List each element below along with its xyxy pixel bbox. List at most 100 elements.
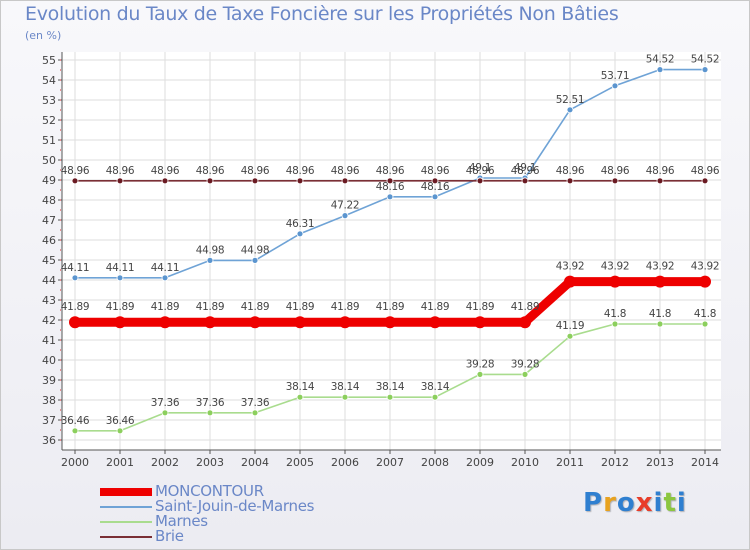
x-tick-label-2008: 2008 (421, 456, 449, 469)
data-label-marnes-2008: 38.14 (421, 381, 450, 393)
data-label-brie-2009: 48.96 (466, 165, 495, 177)
data-label-moncontour-2005: 41.89 (286, 301, 315, 313)
x-tick-label-2000: 2000 (61, 456, 89, 469)
data-point-moncontour-2013 (654, 275, 666, 288)
y-tick-label-37: 37 (42, 414, 56, 427)
data-point-brie-2004 (251, 177, 259, 185)
data-label-moncontour-2014: 43.92 (691, 261, 720, 273)
data-label-saint-jouin-de-marnes-2008: 48.16 (421, 181, 450, 193)
data-label-brie-2011: 48.96 (556, 165, 585, 177)
x-tick-label-2009: 2009 (466, 456, 494, 469)
data-point-brie-2009 (476, 177, 484, 185)
data-label-moncontour-2006: 41.89 (331, 301, 360, 313)
legend-swatch (100, 521, 152, 523)
data-label-marnes-2005: 38.14 (286, 381, 315, 393)
data-point-saint-jouin-de-marnes-2012 (611, 82, 619, 90)
data-point-moncontour-2008 (429, 316, 441, 329)
legend-label: Saint-Jouin-de-Marnes (155, 497, 315, 515)
y-tick-label-42: 42 (42, 314, 56, 327)
data-point-brie-2014 (701, 177, 709, 185)
data-point-marnes-2007 (386, 393, 394, 401)
y-tick-label-49: 49 (42, 174, 56, 187)
data-point-brie-2006 (341, 177, 349, 185)
data-point-moncontour-2004 (249, 316, 261, 329)
data-point-moncontour-2009 (474, 316, 486, 329)
data-point-saint-jouin-de-marnes-2013 (656, 66, 664, 73)
data-label-brie-2010: 48.96 (511, 165, 540, 177)
legend-label: MONCONTOUR (155, 482, 264, 500)
logo-letter: i (676, 488, 687, 518)
data-point-moncontour-2005 (294, 316, 306, 329)
logo-letter: x (635, 488, 654, 518)
data-label-saint-jouin-de-marnes-2002: 44.11 (151, 262, 180, 274)
data-label-moncontour-2012: 43.92 (601, 261, 630, 273)
x-tick-label-2012: 2012 (601, 456, 629, 469)
data-point-moncontour-2000 (69, 316, 81, 329)
data-label-moncontour-2013: 43.92 (646, 261, 675, 273)
data-point-moncontour-2003 (204, 316, 216, 329)
data-label-marnes-2014: 41.8 (694, 308, 716, 320)
data-point-brie-2013 (656, 177, 664, 185)
data-label-marnes-2010: 39.28 (511, 358, 540, 370)
data-label-moncontour-2007: 41.89 (376, 301, 405, 313)
y-tick-label-55: 55 (42, 54, 56, 67)
y-tick-label-54: 54 (42, 74, 56, 87)
y-tick-label-43: 43 (42, 294, 56, 307)
x-tick-label-2013: 2013 (646, 456, 674, 469)
data-label-brie-2005: 48.96 (286, 165, 315, 177)
y-tick-label-41: 41 (42, 334, 56, 347)
data-point-saint-jouin-de-marnes-2004 (251, 256, 259, 264)
data-label-marnes-2001: 36.46 (106, 415, 135, 427)
x-tick-label-2001: 2001 (106, 456, 134, 469)
data-point-brie-2003 (206, 177, 214, 185)
legend-label: Brie (155, 527, 184, 545)
data-label-marnes-2006: 38.14 (331, 381, 360, 393)
logo-letter: o (616, 488, 636, 518)
data-point-marnes-2013 (656, 320, 664, 328)
data-label-brie-2003: 48.96 (196, 165, 225, 177)
logo-letter: t (663, 488, 677, 518)
data-point-brie-2001 (116, 177, 124, 185)
data-point-marnes-2005 (296, 393, 304, 401)
data-point-brie-2010 (521, 177, 529, 185)
data-point-saint-jouin-de-marnes-2008 (431, 193, 439, 201)
x-tick-label-2010: 2010 (511, 456, 539, 469)
data-point-saint-jouin-de-marnes-2006 (341, 212, 349, 220)
data-label-saint-jouin-de-marnes-2010: 49.1 (514, 162, 536, 174)
data-label-saint-jouin-de-marnes-2007: 48.16 (376, 181, 405, 193)
data-point-moncontour-2011 (564, 275, 576, 288)
data-label-moncontour-2000: 41.89 (61, 301, 90, 313)
data-point-moncontour-2002 (159, 316, 171, 329)
data-point-brie-2005 (296, 177, 304, 185)
data-point-brie-2011 (566, 177, 574, 185)
x-tick-label-2007: 2007 (376, 456, 404, 469)
unit-label: (en %) (25, 29, 62, 42)
data-label-brie-2012: 48.96 (601, 165, 630, 177)
data-label-moncontour-2001: 41.89 (106, 301, 135, 313)
data-label-brie-2014: 48.96 (691, 165, 720, 177)
data-label-saint-jouin-de-marnes-2014: 54.52 (691, 54, 720, 66)
data-label-brie-2008: 48.96 (421, 165, 450, 177)
data-label-moncontour-2010: 41.89 (511, 301, 540, 313)
y-tick-label-52: 52 (42, 114, 56, 127)
data-point-brie-2002 (161, 177, 169, 185)
data-point-brie-2008 (431, 177, 439, 185)
data-point-moncontour-2007 (384, 316, 396, 329)
data-label-marnes-2002: 37.36 (151, 397, 180, 409)
legend-swatch (100, 536, 152, 538)
x-tick-label-2002: 2002 (151, 456, 179, 469)
data-label-saint-jouin-de-marnes-2009: 49.1 (469, 162, 491, 174)
data-label-saint-jouin-de-marnes-2003: 44.98 (196, 244, 225, 256)
y-tick-label-36: 36 (42, 434, 56, 447)
legend-swatch (100, 506, 152, 508)
data-label-moncontour-2011: 43.92 (556, 261, 585, 273)
data-label-marnes-2007: 38.14 (376, 381, 405, 393)
x-tick-label-2006: 2006 (331, 456, 359, 469)
data-point-marnes-2000 (71, 427, 79, 435)
data-point-saint-jouin-de-marnes-2007 (386, 193, 394, 201)
data-label-saint-jouin-de-marnes-2004: 44.98 (241, 244, 270, 256)
data-label-saint-jouin-de-marnes-2001: 44.11 (106, 262, 135, 274)
logo-letter: i (653, 488, 664, 518)
y-tick-label-51: 51 (42, 134, 56, 147)
data-label-marnes-2013: 41.8 (649, 308, 671, 320)
